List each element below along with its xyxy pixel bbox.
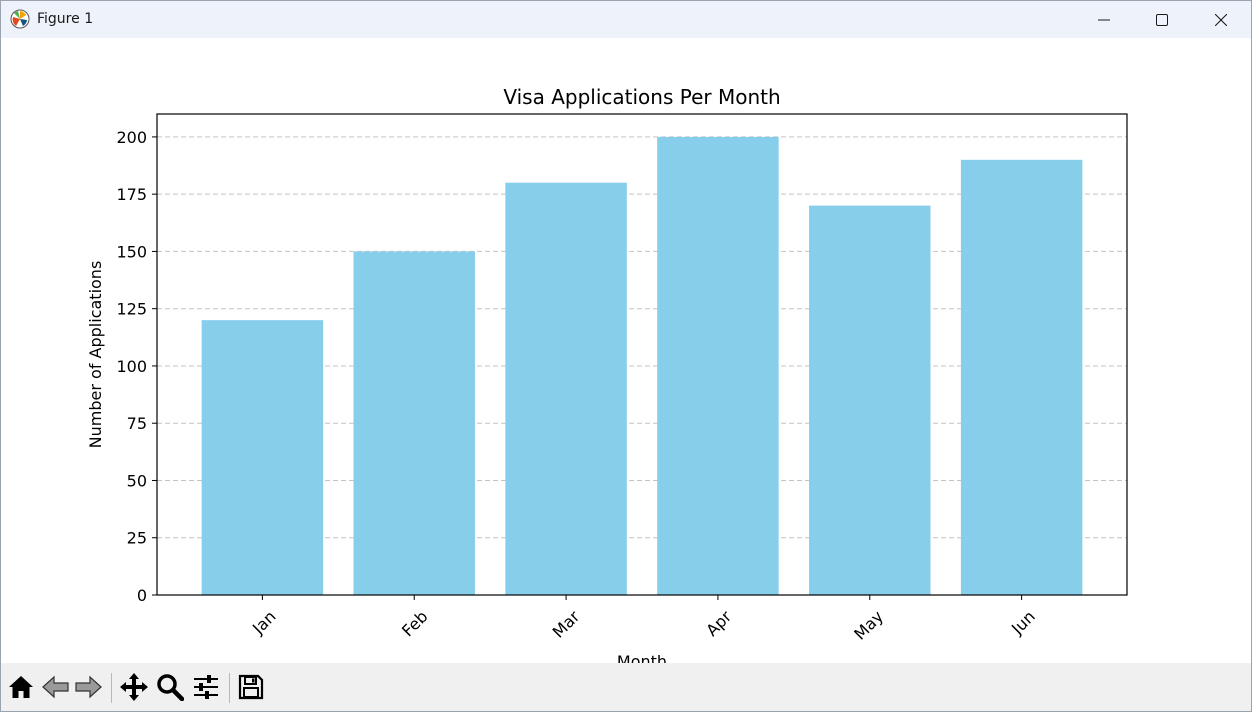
title-bar[interactable]: Figure 1 (1, 1, 1251, 38)
y-axis-label: Number of Applications (86, 261, 105, 449)
x-tick-label: Mar (549, 607, 584, 642)
y-tick-label: 75 (127, 414, 147, 433)
y-tick-label: 100 (116, 357, 147, 376)
matplotlib-logo-icon (10, 9, 30, 29)
save-button[interactable] (236, 672, 266, 702)
bar-chart: 0 25 50 75 100 125 150 175 200 Jan Feb Mar Apr May Ju… (86, 85, 1128, 663)
y-tick-label: 175 (116, 185, 147, 204)
bars (201, 136, 1083, 596)
x-tick-label: Feb (398, 607, 431, 640)
pan-move-icon (120, 673, 148, 701)
y-tick-label: 50 (127, 471, 147, 490)
y-tick-label: 0 (137, 586, 147, 605)
maximize-icon (1156, 13, 1168, 26)
zoom-magnifier-icon (157, 674, 184, 701)
y-tick-label: 200 (116, 128, 147, 147)
minimize-icon (1098, 19, 1110, 20)
x-axis-ticks: Jan Feb Mar Apr May Jun (248, 595, 1039, 644)
window-title: Figure 1 (37, 11, 94, 27)
bar-jan (201, 320, 324, 595)
pan-button[interactable] (119, 672, 149, 702)
bar-apr (657, 136, 779, 595)
minimize-button[interactable] (1075, 1, 1133, 38)
bar-jun (960, 159, 1083, 596)
y-axis-ticks: 0 25 50 75 100 125 150 175 200 (116, 128, 157, 605)
close-icon (1215, 13, 1227, 26)
bar-mar (505, 182, 627, 595)
chart-title: Visa Applications Per Month (503, 85, 780, 109)
y-tick-label: 125 (116, 300, 147, 319)
x-tick-label: Jan (248, 607, 280, 639)
y-tick-label: 25 (127, 529, 147, 548)
plot-canvas[interactable]: 0 25 50 75 100 125 150 175 200 Jan Feb Mar Apr May Ju… (1, 38, 1251, 663)
navigation-toolbar (1, 663, 1251, 711)
configure-subplots-button[interactable] (191, 672, 221, 702)
save-floppy-icon (238, 674, 264, 700)
forward-arrow-icon (75, 675, 102, 699)
bar-feb (353, 251, 475, 595)
back-arrow-icon (42, 675, 69, 699)
back-button[interactable] (41, 672, 71, 702)
bar-may (809, 205, 931, 595)
x-axis-label: Month (617, 652, 667, 663)
x-tick-label: Jun (1007, 607, 1039, 639)
forward-button[interactable] (73, 672, 103, 702)
home-button[interactable] (6, 672, 36, 702)
home-icon (9, 676, 33, 698)
y-tick-label: 150 (116, 242, 147, 261)
toolbar-separator (111, 673, 112, 703)
toolbar-separator (229, 673, 230, 703)
configure-subplots-icon (194, 675, 218, 699)
x-tick-label: Apr (702, 607, 735, 640)
maximize-button[interactable] (1133, 1, 1191, 38)
x-tick-label: May (850, 607, 887, 644)
close-button[interactable] (1192, 1, 1250, 38)
zoom-button[interactable] (155, 672, 185, 702)
axes-frame (156, 113, 1128, 596)
